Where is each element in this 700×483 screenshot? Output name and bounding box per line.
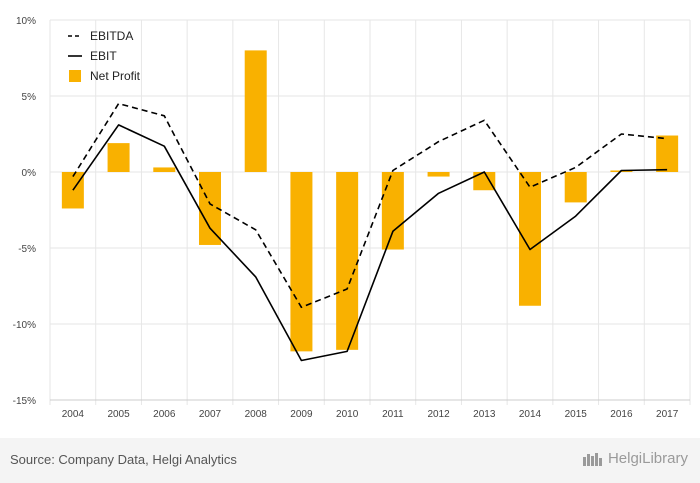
x-tick-label: 2016 xyxy=(610,409,633,420)
x-axis-ticks: 2004 2005 2006 2007 2008 2009 2010 2011 2012 2013… xyxy=(62,409,679,420)
x-tick-label: 2011 xyxy=(382,409,404,420)
x-tick-label: 2007 xyxy=(199,409,222,420)
x-tick-label: 2005 xyxy=(107,409,130,420)
y-tick-label: -15% xyxy=(13,396,36,407)
brand-name: HelgiLibrary xyxy=(607,450,688,467)
bar xyxy=(336,172,359,350)
bar xyxy=(244,50,267,172)
bar xyxy=(473,172,496,191)
lines xyxy=(72,102,668,362)
bar xyxy=(519,172,541,306)
x-tick-label: 2004 xyxy=(62,409,85,420)
x-tick-label: 2017 xyxy=(656,409,679,420)
legend-label: Net Profit xyxy=(90,69,141,83)
x-tick-label: 2013 xyxy=(473,409,496,420)
grid xyxy=(49,19,691,405)
legend-label: EBITDA xyxy=(90,29,133,43)
bar xyxy=(656,135,679,172)
bar xyxy=(381,172,404,250)
x-tick-label: 2006 xyxy=(153,409,176,420)
source-note: Source: Company Data, Helgi Analytics xyxy=(10,452,237,467)
y-tick-label: -5% xyxy=(18,244,36,255)
bar xyxy=(153,167,176,172)
brand: HelgiLibrary xyxy=(582,450,688,467)
x-tick-label: 2014 xyxy=(519,409,542,420)
bar xyxy=(290,172,313,352)
x-tick-label: 2009 xyxy=(290,409,313,420)
bar xyxy=(107,143,130,172)
bar xyxy=(61,172,84,209)
series-line-ebit xyxy=(72,124,668,362)
bar xyxy=(427,172,450,177)
legend: EBITDA EBIT Net Profit xyxy=(68,29,141,83)
legend-label: EBIT xyxy=(90,49,117,63)
chart: 10%5%0%-5%-10%-15% 2004 2005 2006 2007 2008 2… xyxy=(13,16,691,420)
x-tick-label: 2015 xyxy=(565,409,588,420)
y-tick-label: -10% xyxy=(13,320,36,331)
y-tick-label: 10% xyxy=(16,16,36,27)
bar xyxy=(199,172,221,245)
x-tick-label: 2010 xyxy=(336,409,359,420)
y-tick-label: 0% xyxy=(22,168,37,179)
footer: Source: Company Data, Helgi Analytics He… xyxy=(0,438,700,483)
bar xyxy=(564,172,587,203)
y-axis-ticks: 10% 5% 0% -5% -10% -15% xyxy=(13,16,36,407)
x-tick-label: 2008 xyxy=(245,409,268,420)
y-tick-label: 5% xyxy=(22,92,37,103)
x-tick-label: 2012 xyxy=(427,409,450,420)
legend-swatch xyxy=(69,70,81,82)
library-icon xyxy=(582,452,602,466)
